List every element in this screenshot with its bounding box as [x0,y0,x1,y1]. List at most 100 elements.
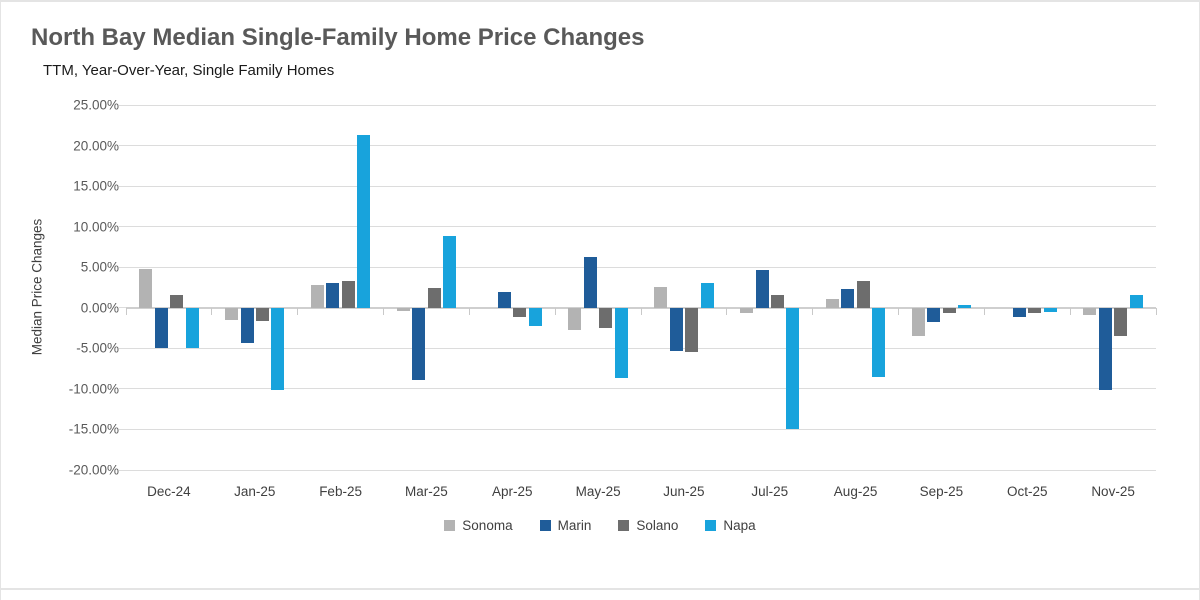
y-tick-mark [119,145,126,147]
x-tick-label: Nov-25 [1091,484,1135,499]
y-axis-tick-labels: 25.00% 20.00% 15.00% 10.00% 5.00% 0.00% -5.00%… [1,98,119,478]
x-tick-mark [640,307,642,315]
x-tick-label: Apr-25 [491,484,533,499]
y-tick-label: 5.00% [80,259,119,275]
gridline [126,104,1156,106]
bar-solano-jul-25 [770,294,784,308]
y-tick-label: 10.00% [73,219,119,235]
legend-swatch-marin [539,520,551,531]
x-tick-label: Jun-25 [663,484,705,499]
y-tick-label: -20.00% [68,462,119,478]
x-tick-label: Jul-25 [751,484,789,499]
plot-area [119,104,1157,471]
x-tick-label: Aug-25 [833,484,878,499]
y-tick-mark [119,226,126,228]
bar-sonoma-feb-25 [310,285,324,308]
bar-sonoma-jan-25 [225,307,239,320]
bar-sonoma-jul-25 [740,307,754,313]
bar-napa-mar-25 [443,235,457,308]
bar-marin-dec-24 [154,307,168,349]
bar-napa-jan-25 [271,307,285,391]
bar-marin-jul-25 [755,270,769,308]
x-tick-mark [726,307,728,315]
x-tick-label: Dec-24 [147,484,191,499]
bar-marin-may-25 [583,256,597,308]
chart-title: North Bay Median Single-Family Home Pric… [31,24,645,51]
bar-marin-nov-25 [1098,307,1112,390]
bar-marin-sep-25 [927,307,941,323]
legend-item-sonoma: Sonoma [444,518,513,533]
bar-napa-apr-25 [528,307,542,327]
y-tick-mark [119,388,126,390]
bar-sonoma-may-25 [568,307,582,331]
x-tick-label: Sep-25 [919,484,964,499]
y-tick-label: -15.00% [68,421,119,437]
y-tick-mark [119,469,126,471]
bar-solano-aug-25 [856,281,870,308]
bar-sonoma-mar-25 [396,307,410,311]
gridline [126,266,1156,268]
x-tick-mark [297,307,299,315]
y-tick-label: 0.00% [80,300,119,316]
bar-marin-oct-25 [1013,307,1027,317]
legend-item-solano: Solano [618,518,678,533]
bar-solano-jun-25 [685,307,699,352]
gridline [126,185,1156,187]
x-tick-label: Feb-25 [319,484,362,499]
gridline [126,388,1156,390]
bar-marin-feb-25 [326,283,340,308]
bar-napa-jun-25 [700,282,714,308]
x-tick-mark [554,307,556,315]
bar-marin-apr-25 [498,292,512,308]
bar-sonoma-dec-24 [139,268,153,308]
bar-sonoma-jun-25 [654,286,668,308]
x-tick-mark [812,307,814,315]
bar-solano-mar-25 [427,287,441,308]
bar-solano-dec-24 [170,294,184,308]
bar-napa-aug-25 [872,307,886,377]
bar-napa-may-25 [614,307,628,378]
bar-napa-dec-24 [185,307,199,348]
bar-solano-nov-25 [1114,307,1128,337]
bar-sonoma-nov-25 [1083,307,1097,316]
legend-item-marin: Marin [539,518,592,533]
bar-napa-oct-25 [1043,307,1057,312]
bar-napa-nov-25 [1129,294,1143,308]
gridline [126,347,1156,349]
y-tick-mark [119,307,126,309]
bar-solano-jan-25 [255,307,269,321]
legend-label: Marin [557,518,592,533]
chart-subtitle: TTM, Year-Over-Year, Single Family Homes [43,62,335,79]
y-tick-mark [119,104,126,106]
bar-sonoma-aug-25 [825,298,839,308]
legend-label: Napa [723,518,756,533]
gridline [126,428,1156,430]
legend-swatch-solano [618,520,630,531]
bar-marin-jan-25 [240,307,254,343]
bar-solano-sep-25 [942,307,956,313]
gridline [126,226,1156,228]
y-tick-label: -5.00% [76,340,119,356]
y-tick-label: -10.00% [68,381,119,397]
y-tick-label: 25.00% [73,97,119,113]
y-tick-mark [119,428,126,430]
x-tick-label: Jan-25 [234,484,276,499]
bar-sonoma-sep-25 [911,307,925,337]
x-tick-mark [125,307,127,315]
gridline [126,145,1156,147]
gridline [126,469,1156,471]
x-tick-mark [468,307,470,315]
legend-label: Solano [636,518,679,533]
x-tick-label: May-25 [575,484,621,499]
bar-napa-sep-25 [958,305,972,308]
legend-item-napa: Napa [705,518,756,533]
legend: Sonoma Marin Solano Napa [1,518,1199,533]
x-tick-mark [1069,307,1071,315]
bar-napa-jul-25 [786,307,800,430]
bar-solano-apr-25 [513,307,527,317]
bar-marin-aug-25 [841,289,855,308]
legend-swatch-sonoma [444,520,456,531]
x-tick-label: Oct-25 [1006,484,1048,499]
y-tick-label: 15.00% [73,178,119,194]
